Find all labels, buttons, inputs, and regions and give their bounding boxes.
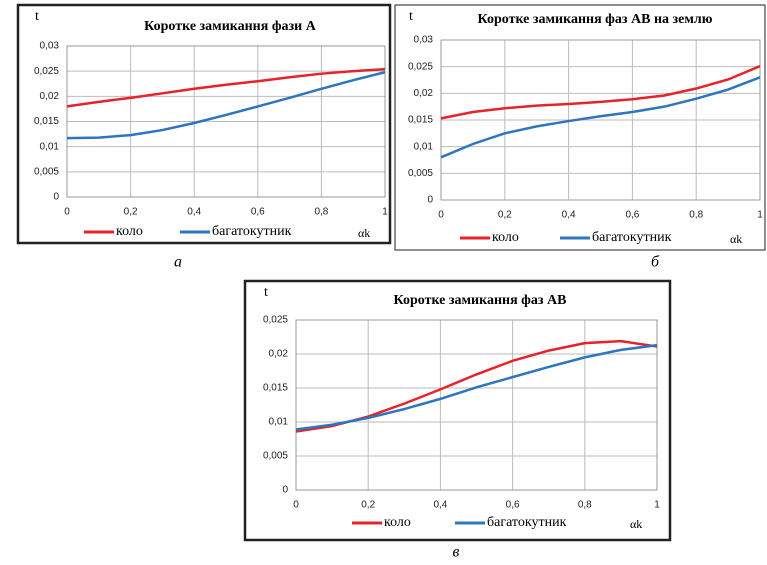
x-tick-label: 1 xyxy=(757,210,763,221)
y-tick-label: 0,03 xyxy=(414,35,434,46)
legend-label: коло xyxy=(116,224,143,239)
caption: а xyxy=(174,254,182,271)
y-tick-label: 0,025 xyxy=(408,61,433,72)
x-tick-label: 0,8 xyxy=(689,210,703,221)
y-tick-label: 0,025 xyxy=(263,315,288,326)
x-tick-label: 0 xyxy=(64,207,70,218)
chart-title: Коротке замикання фаз АВ на землю xyxy=(478,12,713,27)
x-axis-label: αk xyxy=(730,232,742,246)
legend-label: багатокутник xyxy=(212,224,292,239)
x-tick-label: 1 xyxy=(382,207,388,218)
y-axis-label: t xyxy=(264,285,268,300)
y-tick-label: 0,02 xyxy=(414,88,434,99)
y-tick-label: 0 xyxy=(53,192,59,203)
plot-border xyxy=(295,319,658,491)
x-tick-label: 1 xyxy=(654,500,660,511)
x-tick-label: 0,2 xyxy=(361,500,375,511)
x-tick-label: 0,8 xyxy=(578,500,592,511)
caption: в xyxy=(453,544,460,561)
y-tick-label: 0,005 xyxy=(408,168,433,179)
y-tick-label: 0,01 xyxy=(414,141,434,152)
x-tick-label: 0,6 xyxy=(625,210,639,221)
x-axis-label: αk xyxy=(630,517,642,531)
y-tick-label: 0,02 xyxy=(269,349,289,360)
series-line xyxy=(440,64,761,120)
legend-label: коло xyxy=(492,230,519,245)
y-tick-label: 0,015 xyxy=(408,115,433,126)
y-tick-label: 0,01 xyxy=(40,141,60,152)
x-tick-label: 0 xyxy=(438,210,444,221)
x-tick-label: 0,4 xyxy=(187,207,201,218)
x-tick-label: 0,6 xyxy=(506,500,520,511)
chart-title: Коротке замикання фаз АВ xyxy=(394,293,567,308)
series-line xyxy=(66,70,386,140)
chart-title: Коротке замикання фази А xyxy=(144,19,317,34)
y-axis-label: t xyxy=(35,9,39,24)
series-line xyxy=(440,76,761,159)
x-tick-label: 0,2 xyxy=(498,210,512,221)
chart-frame xyxy=(243,279,672,542)
y-tick-label: 0 xyxy=(282,485,288,496)
plot-border xyxy=(440,39,761,201)
y-tick-label: 0,005 xyxy=(263,451,288,462)
x-tick-label: 0,2 xyxy=(124,207,138,218)
y-tick-label: 0,03 xyxy=(40,41,60,52)
y-tick-label: 0,02 xyxy=(40,91,60,102)
chart-frame xyxy=(16,3,392,245)
y-tick-label: 0,015 xyxy=(263,383,288,394)
y-tick-label: 0 xyxy=(427,195,433,206)
caption: б xyxy=(651,254,660,271)
x-tick-label: 0,4 xyxy=(433,500,447,511)
y-tick-label: 0,01 xyxy=(269,417,289,428)
x-tick-label: 0,6 xyxy=(251,207,265,218)
x-tick-label: 0 xyxy=(293,500,299,511)
chart-frame xyxy=(394,4,766,251)
x-tick-label: 0,8 xyxy=(314,207,328,218)
y-tick-label: 0,015 xyxy=(34,116,59,127)
plot-border xyxy=(66,45,386,198)
legend-label: багатокутник xyxy=(592,230,672,245)
legend-label: багатокутник xyxy=(487,515,567,530)
x-tick-label: 0,4 xyxy=(562,210,576,221)
x-axis-label: αk xyxy=(358,226,370,240)
y-tick-label: 0,025 xyxy=(34,66,59,77)
series-line xyxy=(295,343,658,431)
series-line xyxy=(66,67,386,108)
y-tick-label: 0,005 xyxy=(34,166,59,177)
y-axis-label: t xyxy=(409,9,413,24)
legend-label: коло xyxy=(384,515,411,530)
